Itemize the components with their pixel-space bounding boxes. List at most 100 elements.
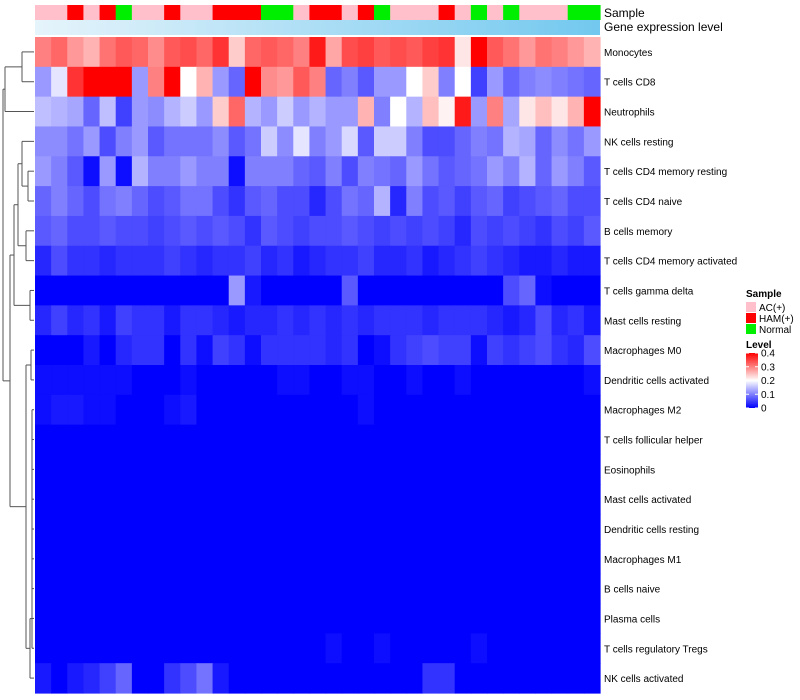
heatmap-cell — [212, 394, 230, 426]
heatmap-cell — [164, 305, 181, 336]
heatmap-cell — [228, 484, 246, 515]
heatmap-cell — [583, 186, 601, 217]
heatmap-cell — [277, 424, 294, 456]
heatmap-cell — [83, 365, 101, 396]
heatmap-cell — [470, 37, 488, 68]
heatmap-cell — [309, 335, 327, 366]
heatmap-cell — [519, 126, 537, 157]
heatmap-cell — [51, 156, 68, 187]
heatmap-cell — [148, 633, 165, 664]
heatmap-cell — [341, 245, 359, 277]
heatmap-cell — [535, 514, 553, 545]
heatmap-cell — [567, 454, 585, 485]
heatmap-cell — [357, 454, 375, 485]
heatmap-cell — [99, 633, 117, 664]
heatmap-cell — [196, 573, 214, 605]
heatmap-cell — [422, 305, 440, 336]
heatmap-cell — [277, 365, 294, 396]
heatmap-cell — [438, 424, 456, 456]
heatmap-cell — [277, 275, 294, 306]
heatmap-cell — [519, 454, 537, 485]
heatmap-cell — [99, 156, 117, 187]
heatmap-cell — [261, 514, 278, 545]
heatmap-cell — [228, 305, 246, 336]
sample-cell — [454, 5, 472, 20]
heatmap-cell — [131, 156, 149, 187]
heatmap-cell — [83, 66, 101, 98]
heatmap-cell — [422, 37, 440, 68]
heatmap-cell — [487, 96, 504, 128]
heatmap-cell — [196, 186, 214, 217]
heatmap-cell — [422, 573, 440, 605]
heatmap-cell — [341, 454, 359, 485]
heatmap-cell — [487, 66, 504, 98]
heatmap-cell — [131, 305, 149, 336]
heatmap-cell — [503, 37, 520, 68]
sample-cell — [293, 5, 311, 20]
heatmap-cell — [67, 66, 85, 98]
heatmap-cell — [277, 603, 294, 634]
heatmap-cell — [228, 424, 246, 456]
legend-swatch-normal — [746, 324, 756, 334]
heatmap-cell — [164, 335, 181, 366]
heatmap-cell — [277, 215, 294, 247]
heatmap-cell — [99, 186, 117, 217]
heatmap-cell — [503, 514, 520, 545]
heatmap-cell — [196, 543, 214, 575]
heatmap-cell — [35, 156, 52, 187]
heatmap-cell — [325, 66, 343, 98]
row-label: T cells CD4 memory resting — [604, 167, 727, 178]
heatmap-cell — [567, 215, 585, 247]
heatmap-cell — [196, 514, 214, 545]
heatmap-cell — [148, 514, 165, 545]
heatmap-cell — [357, 37, 375, 68]
heatmap-cell — [341, 603, 359, 634]
row-label: Dendritic cells activated — [604, 376, 709, 387]
heatmap-cell — [438, 96, 456, 128]
heatmap-cell — [180, 454, 198, 485]
heatmap-cell — [131, 365, 149, 396]
row-labels: Monocytes T cells CD8 Neutrophils NK cells … — [604, 48, 737, 685]
heatmap-cell — [390, 394, 407, 426]
heatmap-cell — [503, 603, 520, 634]
heatmap-cell — [390, 663, 407, 694]
heatmap-cell — [261, 633, 278, 664]
heatmap-cell — [148, 37, 165, 68]
heatmap-cell — [422, 66, 440, 98]
heatmap-cell — [180, 305, 198, 336]
row-dendrogram — [2, 51, 34, 679]
heatmap-cell — [454, 126, 472, 157]
heatmap-cell — [422, 543, 440, 575]
heatmap-cell — [293, 245, 311, 277]
heatmap-cell — [196, 275, 214, 306]
heatmap-cell — [325, 424, 343, 456]
heatmap-cell — [390, 186, 407, 217]
heatmap-cell — [357, 96, 375, 128]
heatmap-cell — [390, 424, 407, 456]
heatmap-cell — [131, 335, 149, 366]
heatmap-cell — [51, 514, 68, 545]
legend: Sample AC(+)HAM(+)Normal Level 0.4 0.3 0.2… — [746, 289, 794, 415]
heatmap-cell — [51, 573, 68, 605]
heatmap-cell — [131, 573, 149, 605]
heatmap-cell — [212, 543, 230, 575]
heatmap-cell — [83, 305, 101, 336]
heatmap-cell — [567, 305, 585, 336]
heatmap-cell — [374, 215, 391, 247]
heatmap-cell — [535, 633, 553, 664]
heatmap-cell — [131, 126, 149, 157]
heatmap-cell — [244, 454, 262, 485]
heatmap-cell — [487, 215, 504, 247]
heatmap-cell — [551, 603, 569, 634]
heatmap-cell — [196, 215, 214, 247]
heatmap-cell — [83, 633, 101, 664]
heatmap-cell — [115, 186, 133, 217]
heatmap-cell — [503, 573, 520, 605]
heatmap-cell — [390, 66, 407, 98]
heatmap-cell — [567, 573, 585, 605]
heatmap-cell — [164, 186, 181, 217]
heatmap-cell — [357, 394, 375, 426]
heatmap-cell — [390, 96, 407, 128]
heatmap-cell — [277, 335, 294, 366]
heatmap-cell — [212, 37, 230, 68]
